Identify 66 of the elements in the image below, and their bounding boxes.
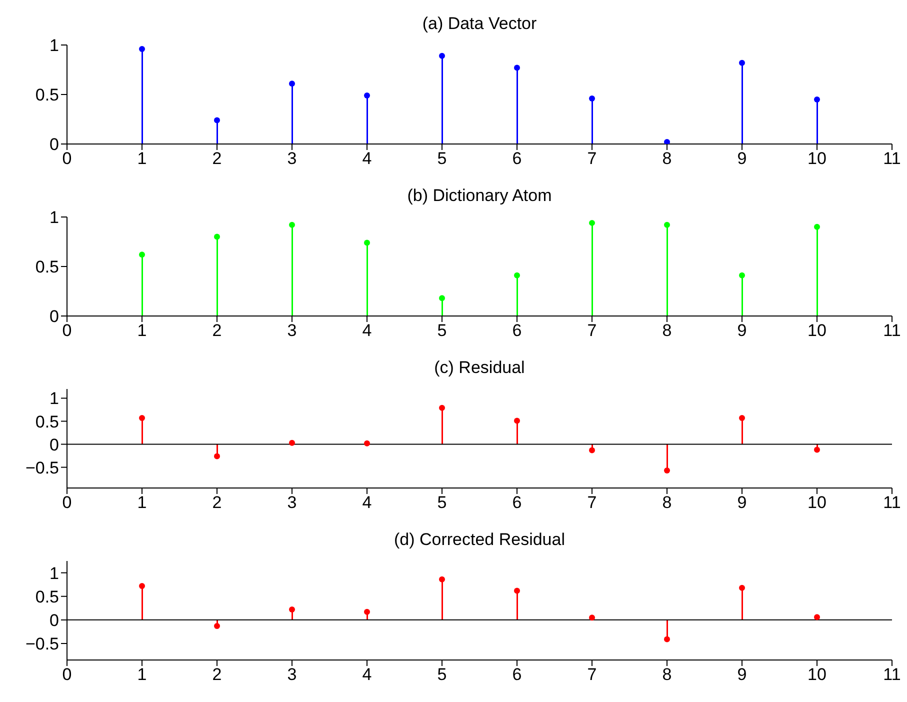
x-tick-label: 4 [362,149,372,168]
y-tick-label: 0 [50,135,59,154]
x-tick-label: 2 [212,149,222,168]
x-tick-label: 6 [512,665,522,684]
chart-title: (d) Corrected Residual [392,530,566,550]
x-tick-label: 7 [587,665,597,684]
x-tick-label: 5 [437,493,447,512]
x-tick-label: 11 [883,665,901,684]
x-tick-label: 9 [737,149,747,168]
x-tick-label: 0 [62,493,72,512]
x-tick-label: 9 [737,493,747,512]
x-tick-label: 7 [587,149,597,168]
x-tick-label: 5 [437,665,447,684]
x-tick-label: 1 [137,665,147,684]
y-tick-label: 0.5 [35,258,59,277]
chart-title: (a) Data Vector [421,14,538,34]
x-tick-label: 4 [362,493,372,512]
x-tick-label: 2 [212,321,222,340]
x-tick-label: 11 [883,493,901,512]
x-tick-label: 0 [62,321,72,340]
x-tick-label: 4 [362,665,372,684]
x-tick-label: 7 [587,493,597,512]
x-tick-label: 6 [512,321,522,340]
y-tick-label: 0 [50,435,59,454]
x-tick-label: 5 [437,321,447,340]
x-tick-label: 3 [287,493,297,512]
x-tick-label: 2 [212,665,222,684]
y-tick-label: 1 [50,36,59,56]
y-tick-label: 1 [50,208,59,228]
x-tick-label: 8 [662,321,672,340]
x-tick-label: 8 [662,665,672,684]
x-tick-label: 3 [287,321,297,340]
x-tick-label: 2 [212,493,222,512]
x-tick-label: 10 [808,493,826,512]
x-tick-label: 3 [287,665,297,684]
x-tick-label: 8 [662,493,672,512]
x-tick-label: 0 [62,149,72,168]
x-tick-label: 10 [808,665,826,684]
y-tick-label: −0.5 [25,458,59,478]
x-tick-label: 10 [808,321,826,340]
x-tick-label: 5 [437,149,447,168]
y-tick-label: 0 [50,610,59,630]
x-tick-label: 6 [512,493,522,512]
x-tick-label: 9 [737,321,747,340]
x-tick-label: 11 [883,321,901,340]
y-tick-label: 0.5 [35,587,59,606]
chart-title: (b) Dictionary Atom [406,186,553,206]
x-tick-label: 6 [512,149,522,168]
x-tick-label: 7 [587,321,597,340]
x-tick-label: 11 [883,149,901,168]
y-tick-label: 1 [50,389,59,408]
x-tick-label: 10 [808,149,826,168]
x-tick-label: 3 [287,149,297,168]
x-tick-label: 1 [137,493,147,512]
x-tick-label: 9 [737,665,747,684]
x-tick-label: 1 [137,321,147,340]
x-tick-label: 1 [137,149,147,168]
y-tick-label: 0.5 [35,86,59,105]
y-tick-label: 0.5 [35,412,59,432]
x-tick-label: 4 [362,321,372,340]
y-tick-label: 1 [50,564,59,583]
chart-title: (c) Residual [433,358,526,378]
y-tick-label: −0.5 [25,634,59,654]
y-tick-label: 0 [50,307,59,326]
x-tick-label: 0 [62,665,72,684]
x-tick-label: 8 [662,149,672,168]
